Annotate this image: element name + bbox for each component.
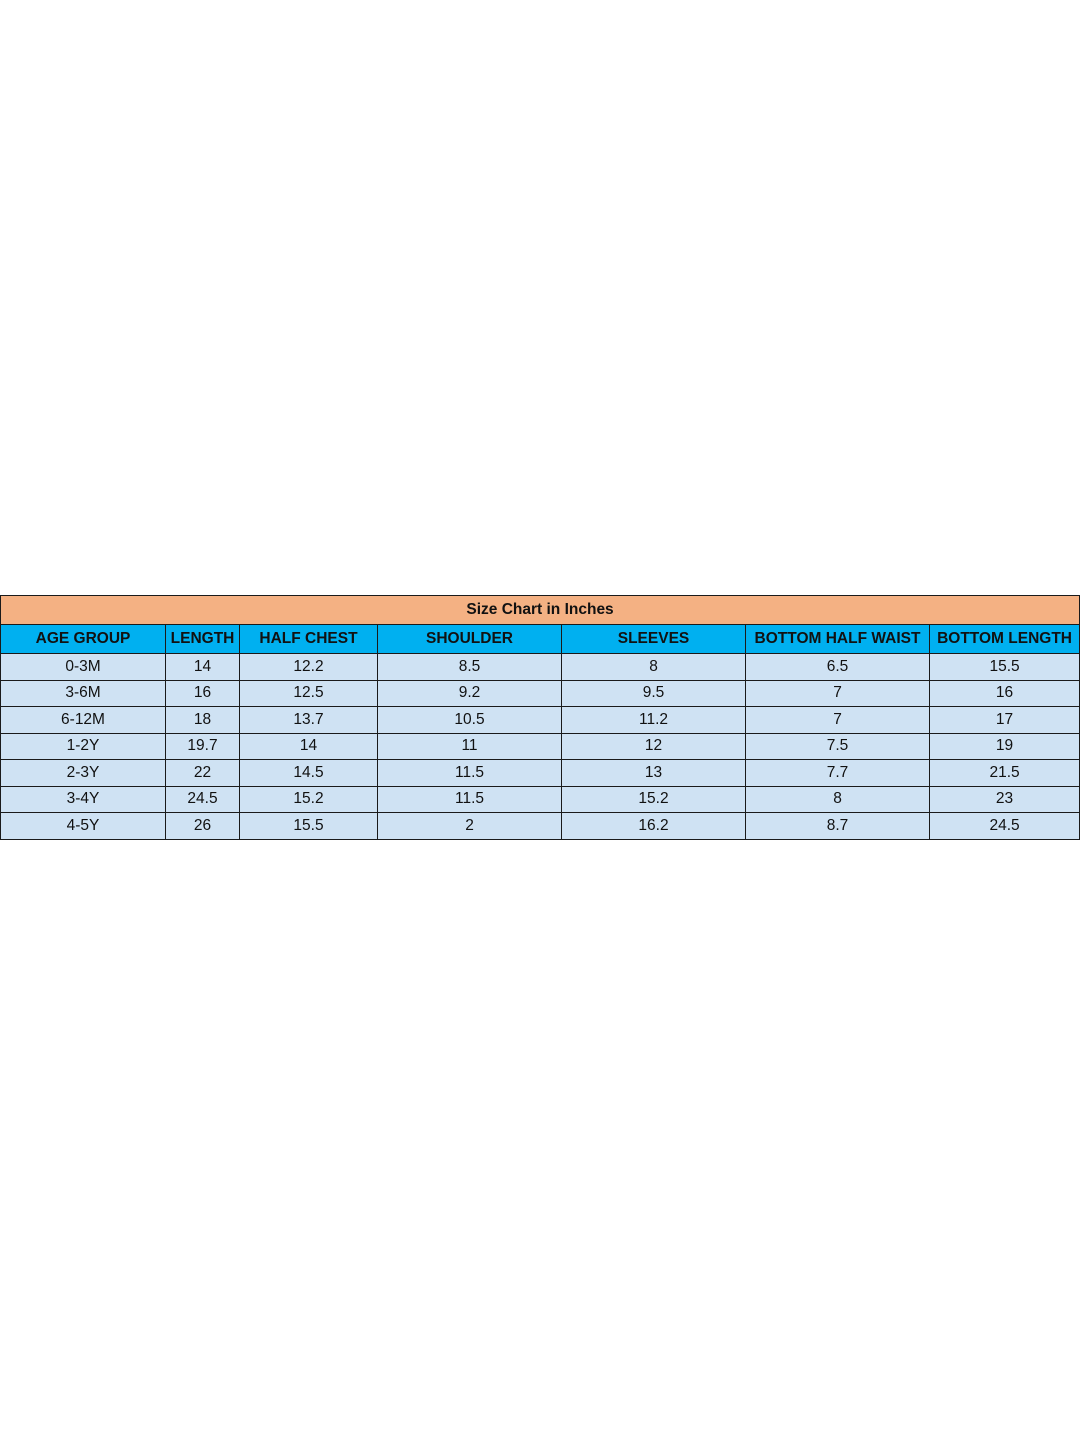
table-cell: 12.2 xyxy=(239,653,378,681)
table-row: 4-5Y 26 15.5 2 16.2 8.7 24.5 xyxy=(0,812,1080,840)
column-header: BOTTOM LENGTH xyxy=(928,624,1080,654)
column-header: SHOULDER xyxy=(377,624,562,654)
table-cell: 3-4Y xyxy=(0,785,166,813)
table-row: 6-12M 18 13.7 10.5 11.2 7 17 xyxy=(0,706,1080,734)
table-cell: 26 xyxy=(165,812,240,840)
table-cell: 8 xyxy=(745,785,930,813)
table-cell: 22 xyxy=(165,759,240,787)
table-cell: 7.7 xyxy=(745,759,930,787)
table-cell: 2-3Y xyxy=(0,759,166,787)
table-cell: 12 xyxy=(561,732,746,760)
table-cell: 7 xyxy=(745,706,930,734)
table-cell: 8.5 xyxy=(377,653,562,681)
table-cell: 16.2 xyxy=(561,812,746,840)
table-cell: 11.5 xyxy=(377,759,562,787)
table-row: 3-4Y 24.5 15.2 11.5 15.2 8 23 xyxy=(0,785,1080,813)
table-cell: 21.5 xyxy=(928,759,1080,787)
table-row: 1-2Y 19.7 14 11 12 7.5 19 xyxy=(0,732,1080,760)
table-cell: 16 xyxy=(928,679,1080,707)
table-cell: 9.2 xyxy=(377,679,562,707)
table-cell: 8 xyxy=(561,653,746,681)
table-cell: 8.7 xyxy=(745,812,930,840)
table-cell: 18 xyxy=(165,706,240,734)
table-cell: 0-3M xyxy=(0,653,166,681)
table-cell: 14 xyxy=(165,653,240,681)
table-cell: 11.2 xyxy=(561,706,746,734)
column-header: LENGTH xyxy=(165,624,240,654)
table-cell: 9.5 xyxy=(561,679,746,707)
table-cell: 6-12M xyxy=(0,706,166,734)
table-cell: 19 xyxy=(928,732,1080,760)
table-cell: 16 xyxy=(165,679,240,707)
column-header: HALF CHEST xyxy=(239,624,378,654)
table-row: 2-3Y 22 14.5 11.5 13 7.7 21.5 xyxy=(0,759,1080,787)
table-cell: 15.2 xyxy=(239,785,378,813)
table-cell: 23 xyxy=(928,785,1080,813)
table-title: Size Chart in Inches xyxy=(0,595,1080,625)
table-cell: 12.5 xyxy=(239,679,378,707)
table-cell: 19.7 xyxy=(165,732,240,760)
table-cell: 13 xyxy=(561,759,746,787)
header-row: AGE GROUP LENGTH HALF CHEST SHOULDER SLEEVES… xyxy=(0,624,1080,654)
table-cell: 4-5Y xyxy=(0,812,166,840)
table-cell: 2 xyxy=(377,812,562,840)
table-cell: 7 xyxy=(745,679,930,707)
table-cell: 15.2 xyxy=(561,785,746,813)
table-cell: 11 xyxy=(377,732,562,760)
table-cell: 1-2Y xyxy=(0,732,166,760)
table-cell: 3-6M xyxy=(0,679,166,707)
table-cell: 15.5 xyxy=(928,653,1080,681)
table-cell: 14.5 xyxy=(239,759,378,787)
table-cell: 13.7 xyxy=(239,706,378,734)
column-header: SLEEVES xyxy=(561,624,746,654)
table-row: 0-3M 14 12.2 8.5 8 6.5 15.5 xyxy=(0,653,1080,681)
title-row: Size Chart in Inches xyxy=(0,595,1080,625)
column-header: BOTTOM HALF WAIST xyxy=(745,624,930,654)
table-cell: 10.5 xyxy=(377,706,562,734)
table-cell: 6.5 xyxy=(745,653,930,681)
column-header: AGE GROUP xyxy=(0,624,166,654)
table-cell: 24.5 xyxy=(165,785,240,813)
table-cell: 11.5 xyxy=(377,785,562,813)
table-cell: 15.5 xyxy=(239,812,378,840)
table-cell: 7.5 xyxy=(745,732,930,760)
table-cell: 17 xyxy=(928,706,1080,734)
table-row: 3-6M 16 12.5 9.2 9.5 7 16 xyxy=(0,679,1080,707)
table-cell: 24.5 xyxy=(928,812,1080,840)
size-chart-table: Size Chart in Inches AGE GROUP LENGTH HALF… xyxy=(0,595,1080,840)
table-cell: 14 xyxy=(239,732,378,760)
